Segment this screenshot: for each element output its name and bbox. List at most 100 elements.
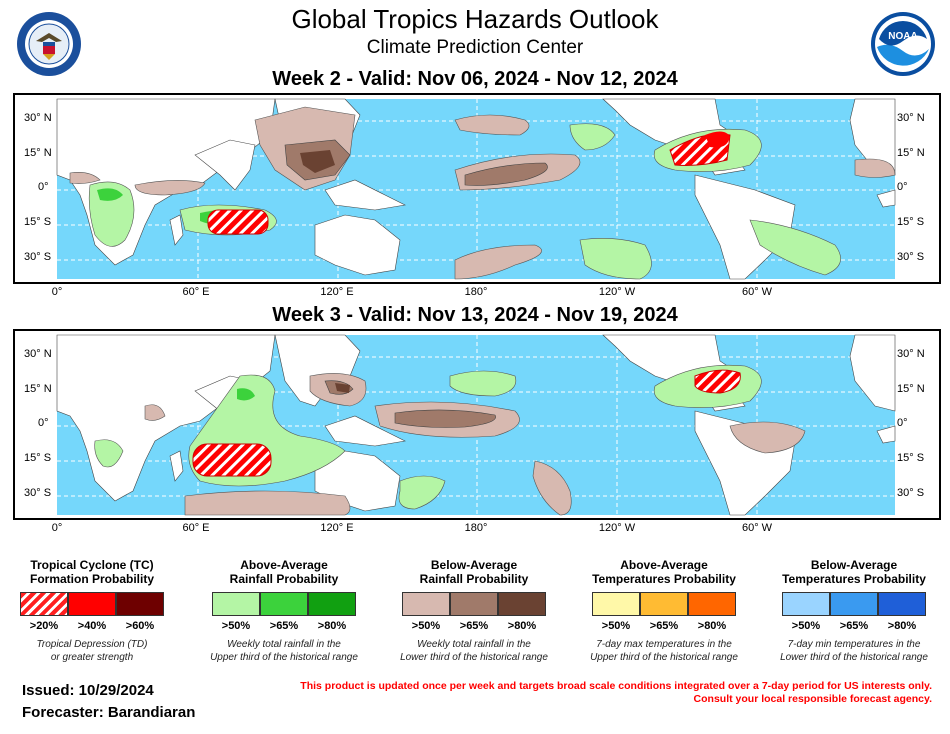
page-title: Global Tropics Hazards Outlook	[291, 4, 659, 34]
legend-level-label: >65%	[839, 620, 869, 632]
legend-level-label: >50%	[411, 620, 441, 632]
legend-level-label: >50%	[221, 620, 251, 632]
legend-note: Lower third of the historical range	[400, 652, 548, 663]
legend-swatch	[688, 592, 736, 616]
lat-label: 30° S	[897, 251, 925, 263]
legend-swatch	[308, 592, 356, 616]
lat-label: 30° N	[24, 112, 52, 124]
legend-level-label: >60%	[125, 620, 155, 632]
lat-label: 30° N	[897, 348, 925, 360]
lat-label: 30° S	[897, 487, 925, 499]
lat-label: 30° N	[897, 112, 925, 124]
legend-level-label: >50%	[601, 620, 631, 632]
legend-level-label: >80%	[697, 620, 727, 632]
legend-note: 7-day max temperatures in the	[596, 639, 732, 650]
week2-map-canvas	[15, 95, 935, 282]
legend-title: Tropical Cyclone (TC)	[30, 558, 154, 572]
legend-subtitle: Rainfall Probability	[229, 572, 339, 586]
lat-label: 15° S	[897, 216, 925, 228]
legend-block-warm: Above-Average Temperatures Probability >50…	[582, 558, 746, 664]
legend-note: Weekly total rainfall in the	[417, 639, 531, 650]
disclaimer-line1: This product is updated once per week an…	[300, 680, 932, 692]
legend-title: Above-Average	[620, 558, 708, 572]
legend-swatch	[640, 592, 688, 616]
lat-label: 0°	[38, 181, 49, 193]
legend-swatch	[592, 592, 640, 616]
legend-swatch	[450, 592, 498, 616]
week3-title: Week 3 - Valid: Nov 13, 2024 - Nov 19, 2…	[272, 304, 678, 326]
legend-note: Tropical Depression (TD)	[36, 639, 148, 650]
lat-label: 30° N	[24, 348, 52, 360]
lat-label: 30° S	[24, 251, 52, 263]
lon-label: 180°	[464, 522, 488, 534]
legend-swatch	[116, 592, 164, 616]
legend-block-cold: Below-Average Temperatures Probability >50…	[772, 558, 936, 664]
lat-label: 15° N	[897, 383, 925, 395]
lon-label: 120° W	[598, 286, 636, 298]
legend-subtitle: Temperatures Probability	[592, 572, 736, 586]
legend-level-label: >65%	[269, 620, 299, 632]
page-subtitle: Climate Prediction Center	[366, 37, 584, 58]
noaa-logo-icon: NOAA	[870, 11, 936, 77]
legend-level-label: >80%	[317, 620, 347, 632]
lat-label: 15° S	[24, 452, 52, 464]
disclaimer-line2: Consult your local responsible forecast …	[693, 693, 932, 705]
lat-label: 0°	[897, 181, 908, 193]
lat-label: 0°	[38, 417, 49, 429]
week3-map-canvas	[15, 331, 935, 518]
legend-note: 7-day min temperatures in the	[787, 639, 921, 650]
legend-subtitle: Formation Probability	[29, 572, 154, 586]
legend-swatch	[782, 592, 830, 616]
legend-note: Upper third of the historical range	[590, 652, 738, 663]
legend-note: or greater strength	[50, 652, 134, 663]
legend-block-dry: Below-Average Rainfall Probability >50% >65…	[392, 558, 556, 664]
lat-label: 15° N	[24, 383, 52, 395]
lon-label: 120° E	[320, 286, 354, 298]
legend-note: Lower third of the historical range	[780, 652, 928, 663]
lon-label: 60° W	[741, 286, 773, 298]
legend-level-label: >80%	[507, 620, 537, 632]
lon-label: 0°	[51, 522, 63, 534]
legend-level-label: >65%	[459, 620, 489, 632]
legend-swatch	[498, 592, 546, 616]
lat-label: 15° N	[897, 147, 925, 159]
legend-swatch	[20, 592, 68, 616]
legend-title: Above-Average	[240, 558, 328, 572]
legend-level-label: >50%	[791, 620, 821, 632]
week3-map	[13, 329, 941, 520]
legend-subtitle: Rainfall Probability	[419, 572, 529, 586]
legend-level-label: >40%	[77, 620, 107, 632]
legend-subtitle: Temperatures Probability	[782, 572, 926, 586]
legend-level-label: >20%	[29, 620, 59, 632]
noaa-logo-text: NOAA	[888, 31, 917, 42]
legend-swatch	[68, 592, 116, 616]
lat-label: 15° N	[24, 147, 52, 159]
legend-level-label: >65%	[649, 620, 679, 632]
legend-swatch	[402, 592, 450, 616]
lat-label: 0°	[897, 417, 908, 429]
legend-level-label: >80%	[887, 620, 917, 632]
lat-label: 15° S	[897, 452, 925, 464]
lon-label: 120° E	[320, 522, 354, 534]
week2-map	[13, 93, 941, 284]
legend-swatch	[830, 592, 878, 616]
legend-block-tc: Tropical Cyclone (TC) Formation Probabili…	[10, 558, 174, 664]
legend-note: Weekly total rainfall in the	[227, 639, 341, 650]
legend-title: Below-Average	[810, 558, 898, 572]
lon-label: 60° E	[182, 286, 210, 298]
lon-label: 180°	[464, 286, 488, 298]
lon-label: 60° E	[182, 522, 210, 534]
issued-date: Issued: 10/29/2024	[22, 682, 154, 699]
lon-label: 60° W	[741, 522, 773, 534]
legend-note: Upper third of the historical range	[210, 652, 358, 663]
week2-title: Week 2 - Valid: Nov 06, 2024 - Nov 12, 2…	[272, 68, 678, 90]
lat-label: 30° S	[24, 487, 52, 499]
forecaster-name: Forecaster: Barandiaran	[22, 704, 196, 721]
legend-title: Below-Average	[430, 558, 518, 572]
lon-label: 0°	[51, 286, 63, 298]
lon-label: 120° W	[598, 522, 636, 534]
legend-swatch	[260, 592, 308, 616]
legend-swatch	[212, 592, 260, 616]
lat-label: 15° S	[24, 216, 52, 228]
legend-block-wet: Above-Average Rainfall Probability >50% >65…	[202, 558, 366, 664]
